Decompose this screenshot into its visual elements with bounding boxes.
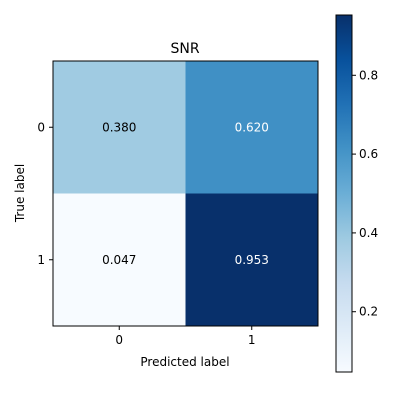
colorbar-tick-label: 0.4 [359,226,378,240]
colorbar: 0.2 0.4 0.6 0.8 [335,14,378,373]
chart-title: SNR [170,41,199,57]
plot-frame [52,60,319,327]
heatmap-cell [53,193,186,326]
cell-value-label: 0.953 [235,253,269,267]
colorbar-tick-label: 0.2 [359,305,378,319]
heatmap-cell [53,61,186,194]
y-tick-label: 0 [37,120,45,134]
y-tick-label: 1 [37,253,45,267]
cell-value-label: 0.047 [102,253,136,267]
y-axis-label: True label [13,164,27,223]
colorbar-gradient [335,14,353,373]
cell-value-label: 0.620 [235,120,269,134]
heatmap-cell [185,61,318,194]
x-tick-label: 1 [248,333,256,347]
x-axis-label: Predicted label [140,355,229,369]
colorbar-tick-label: 0.8 [359,68,378,82]
colorbar-tick-label: 0.6 [359,147,378,161]
x-tick-label: 0 [115,333,123,347]
heatmap-cell [185,193,318,326]
colorbar-ticks: 0.2 0.4 0.6 0.8 [352,68,378,319]
heatmap-cells: 0.380 0.620 0.047 0.953 [53,61,318,326]
y-axis-ticks: 01 [37,120,53,267]
cell-value-label: 0.380 [102,120,136,134]
